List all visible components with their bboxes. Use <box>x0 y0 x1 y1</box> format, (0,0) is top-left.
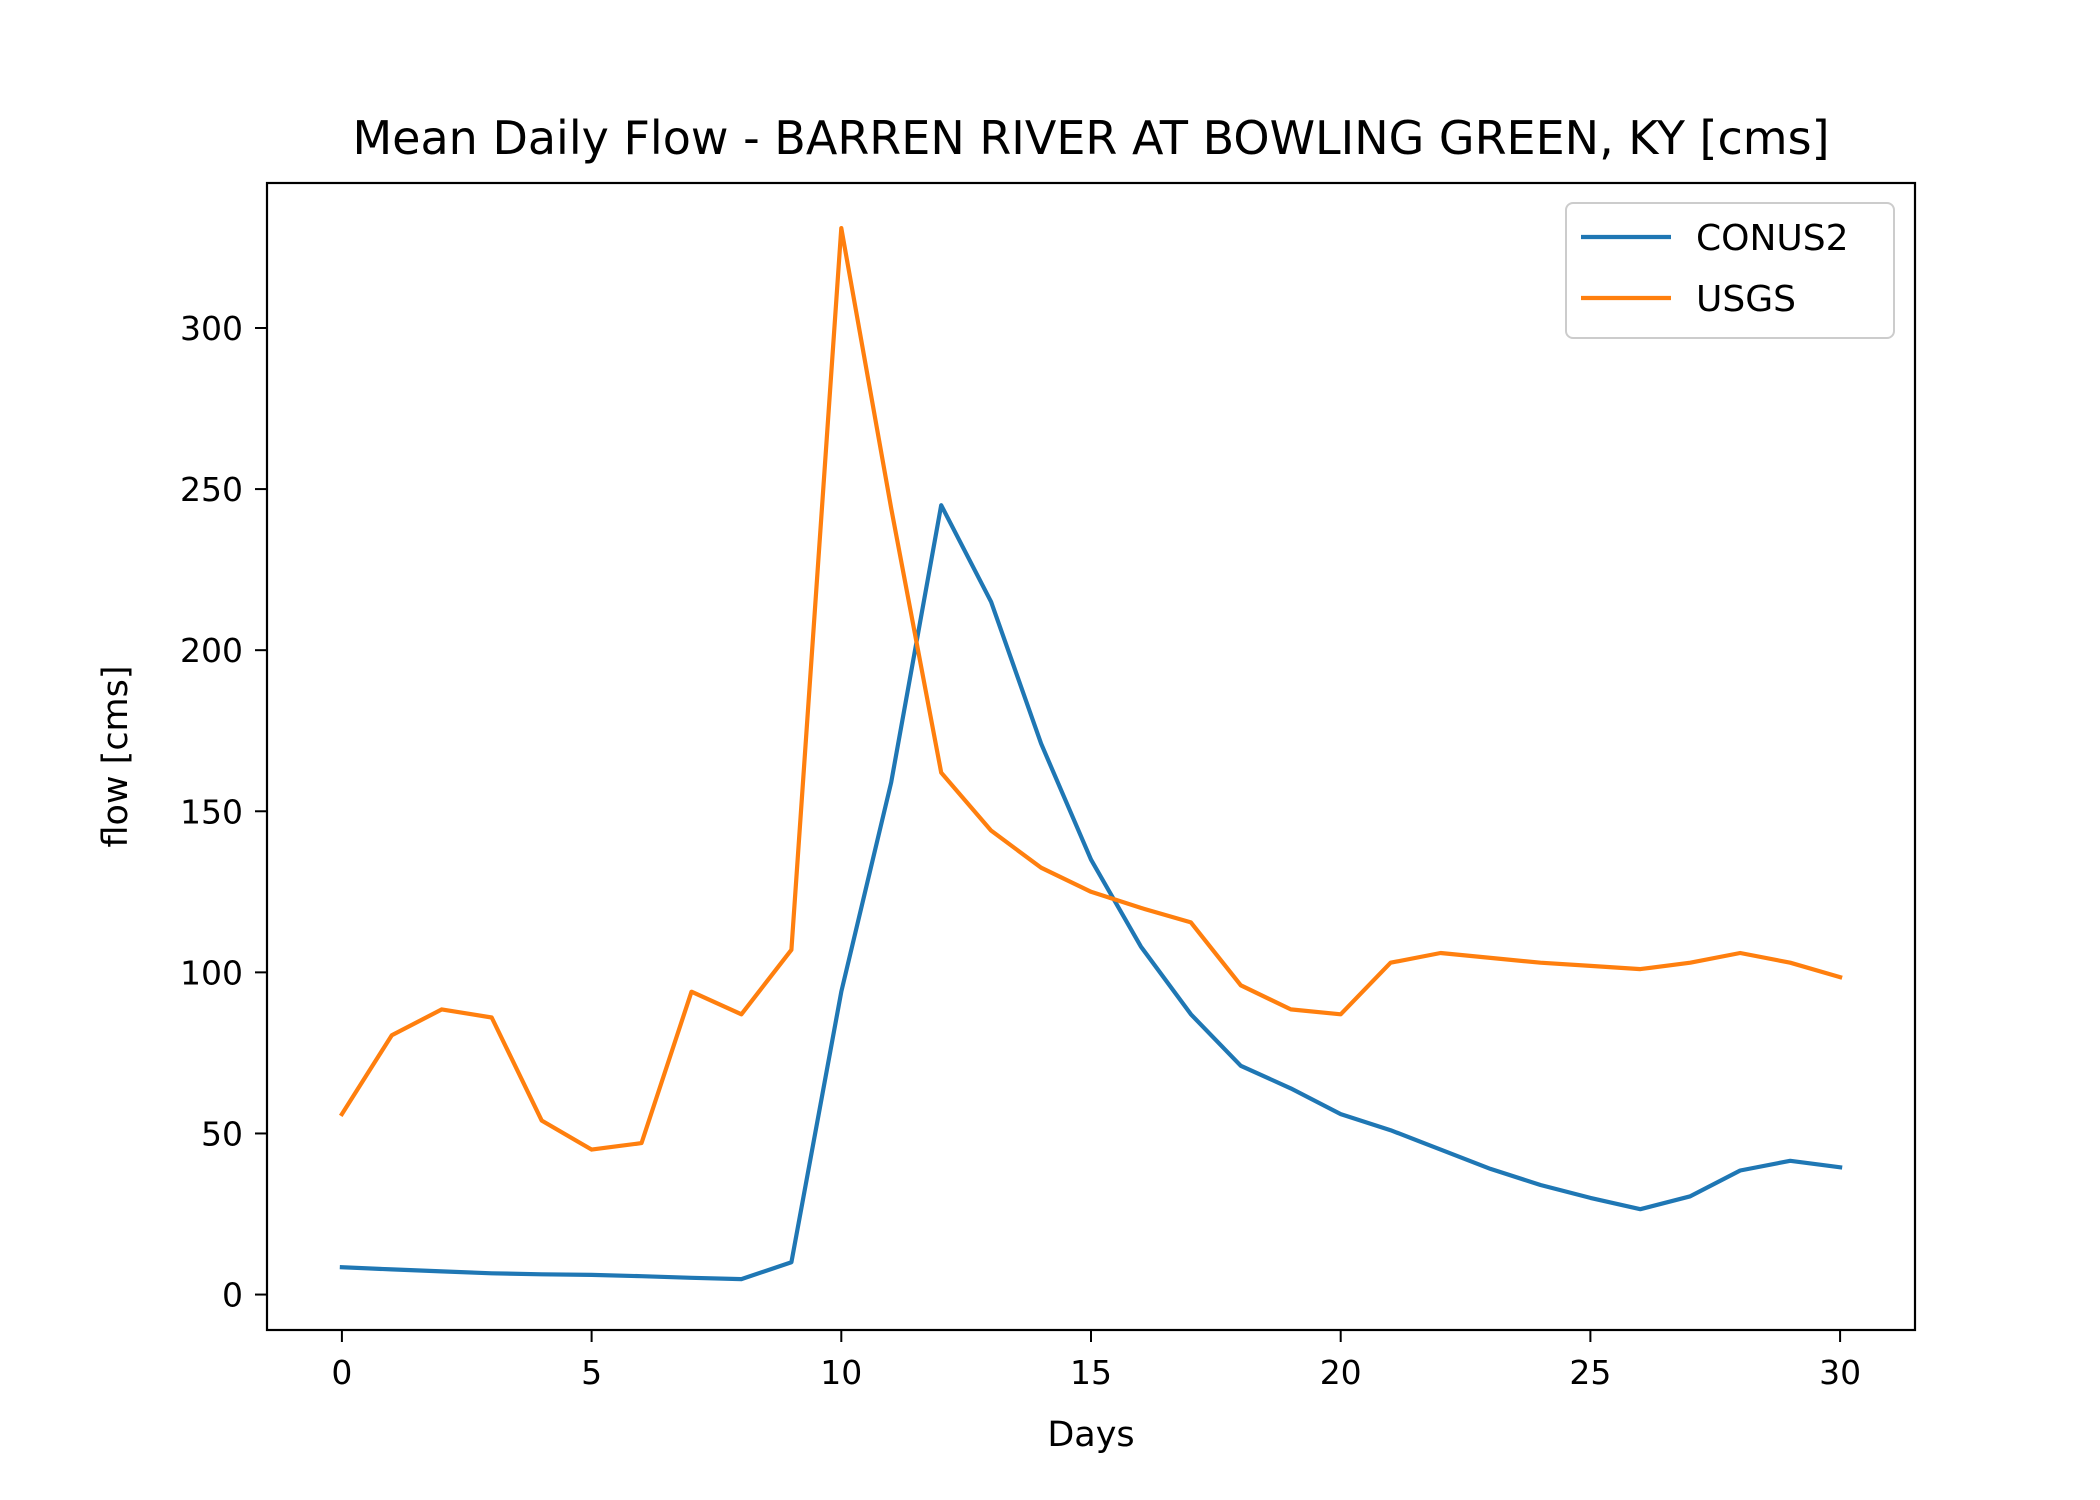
y-tick-label: 150 <box>180 792 243 831</box>
plot-area <box>339 226 1843 1282</box>
x-tick-label: 20 <box>1320 1353 1362 1392</box>
x-tick-label: 10 <box>820 1353 862 1392</box>
y-tick-label: 0 <box>222 1276 243 1315</box>
y-tick-label: 50 <box>201 1114 243 1153</box>
x-tick-label: 0 <box>331 1353 352 1392</box>
y-axis-title: flow [cms] <box>96 665 136 847</box>
y-tick-label: 300 <box>180 309 243 348</box>
y-tick-label: 100 <box>180 953 243 992</box>
x-axis-title: Days <box>1047 1415 1134 1455</box>
x-tick-label: 5 <box>581 1353 602 1392</box>
legend-label-conus2: CONUS2 <box>1696 218 1849 259</box>
x-tick-label: 15 <box>1070 1353 1112 1392</box>
x-tick-label: 30 <box>1819 1353 1861 1392</box>
legend: CONUS2 USGS <box>1565 202 1895 339</box>
chart-title: Mean Daily Flow - BARREN RIVER AT BOWLIN… <box>352 111 1829 165</box>
y-tick-label: 200 <box>180 631 243 670</box>
series-line-usgs <box>339 226 1843 1152</box>
series-line-conus2 <box>339 503 1843 1282</box>
y-tick-label: 250 <box>180 470 243 509</box>
legend-label-usgs: USGS <box>1696 279 1796 320</box>
x-tick-label: 25 <box>1569 1353 1611 1392</box>
